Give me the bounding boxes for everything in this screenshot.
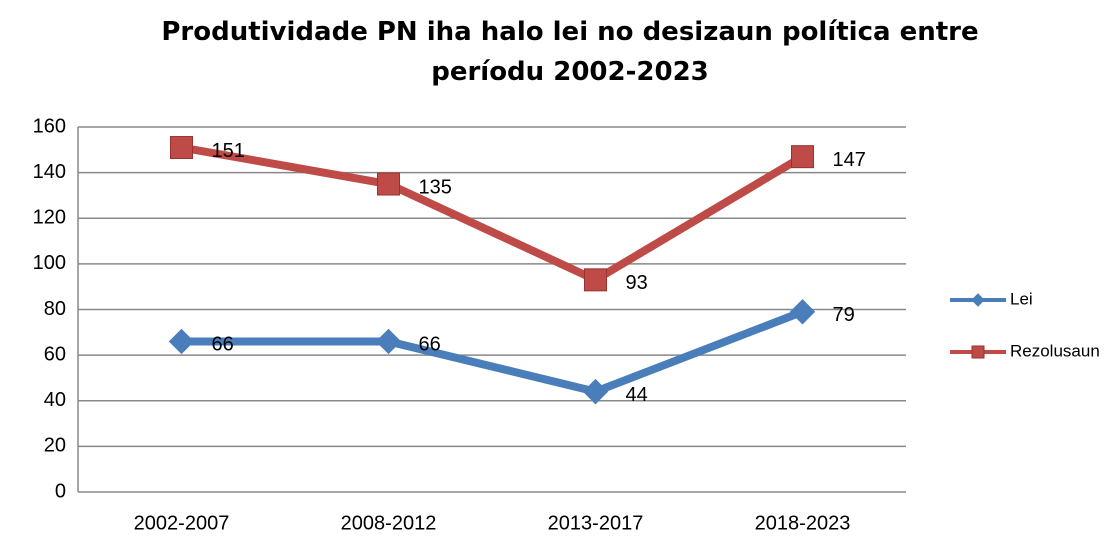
data-label: 44 [626,384,648,406]
y-tick-label: 0 [55,480,66,502]
y-tick-label: 140 [33,161,66,183]
data-point [170,136,193,160]
data-label: 66 [212,334,234,356]
data-point [582,378,609,405]
y-tick-label: 40 [44,389,66,411]
x-tick-label: 2013-2017 [548,512,644,534]
data-label: 66 [419,334,441,356]
data-label: 135 [419,176,452,198]
data-label: 79 [833,304,855,326]
data-label: 151 [212,140,245,162]
y-tick-label: 20 [44,435,66,457]
data-point [377,172,400,196]
data-point [168,328,195,355]
x-tick-label: 2002-2007 [134,512,230,534]
legend-label: Lei [1010,289,1033,308]
data-point [375,328,402,355]
y-tick-label: 120 [33,207,66,229]
x-tick-label: 2018-2023 [755,512,851,534]
data-point [789,299,816,325]
series-line [181,308,804,396]
y-tick-label: 80 [44,298,66,320]
y-tick-label: 60 [44,343,66,365]
legend-marker [971,293,985,307]
data-label: 93 [626,272,648,294]
series-line [180,143,805,284]
x-tick-label: 2008-2012 [341,512,437,534]
data-point [791,145,814,169]
y-tick-label: 100 [33,252,66,274]
data-label: 147 [833,149,866,171]
chart-title: Produtividade PN iha halo lei no desizau… [161,17,979,87]
legend-marker [971,345,985,359]
y-tick-label: 160 [33,115,66,137]
legend-label: Rezolusaun [1010,341,1100,360]
data-point [584,268,607,292]
